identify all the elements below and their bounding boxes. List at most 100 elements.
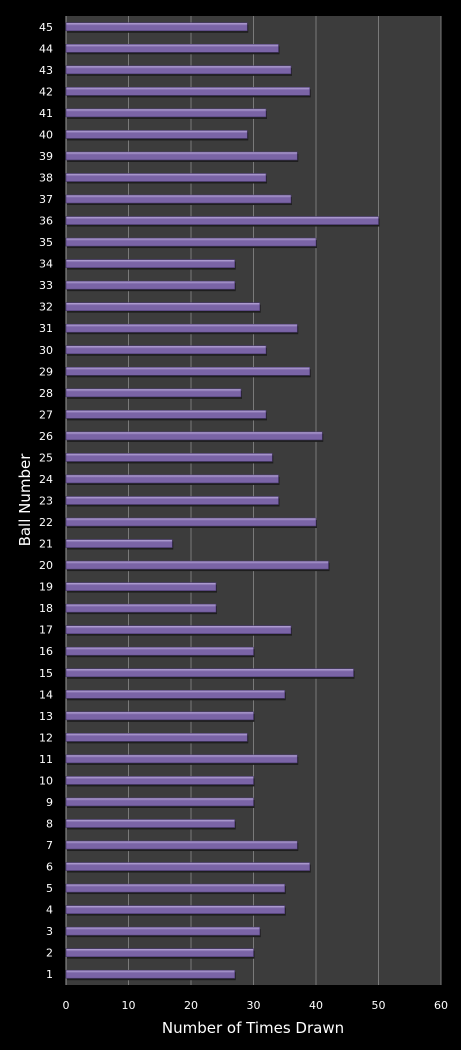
bar-25 xyxy=(65,453,273,462)
y-tick-label: 7 xyxy=(46,839,53,852)
bar-13 xyxy=(65,711,254,721)
bar-24 xyxy=(65,474,279,484)
bar-12 xyxy=(65,733,248,742)
bar-27 xyxy=(65,410,267,419)
y-tick-label: 6 xyxy=(46,861,53,874)
y-tick-label: 45 xyxy=(39,21,53,34)
y-tick-label: 24 xyxy=(39,473,53,486)
y-tick-label: 28 xyxy=(39,387,53,400)
bar-18 xyxy=(65,603,217,613)
y-tick-label: 25 xyxy=(39,451,53,464)
bar-1 xyxy=(65,969,236,979)
bar-38 xyxy=(65,173,267,182)
y-tick-label: 33 xyxy=(39,279,53,292)
y-tick-label: 31 xyxy=(39,322,53,335)
bar-11 xyxy=(65,754,298,764)
bar-5 xyxy=(65,883,286,893)
y-tick-label: 13 xyxy=(39,710,53,723)
x-tick-label: 60 xyxy=(434,999,448,1012)
y-tick-label: 23 xyxy=(39,495,53,508)
bar-17 xyxy=(65,625,292,635)
bar-33 xyxy=(65,280,236,290)
y-tick-label: 16 xyxy=(39,645,53,658)
bar-37 xyxy=(65,194,292,204)
bar-22 xyxy=(65,517,317,527)
bar-19 xyxy=(65,582,217,591)
y-tick-label: 38 xyxy=(39,172,53,185)
bar-43 xyxy=(65,65,292,75)
bar-26 xyxy=(65,431,323,441)
y-tick-label: 18 xyxy=(39,602,53,615)
y-tick-label: 19 xyxy=(39,581,53,594)
bar-20 xyxy=(65,560,329,570)
x-tick-label: 10 xyxy=(122,999,136,1012)
bar-31 xyxy=(65,323,298,333)
y-tick-label: 8 xyxy=(46,818,53,831)
y-axis-title: Ball Number xyxy=(16,453,34,547)
y-tick-label: 14 xyxy=(39,688,53,701)
y-tick-label: 12 xyxy=(39,731,53,744)
bar-8 xyxy=(65,819,236,828)
y-tick-label: 17 xyxy=(39,624,53,637)
bar-15 xyxy=(65,668,354,678)
x-tick-label: 20 xyxy=(184,999,198,1012)
bar-39 xyxy=(65,151,298,161)
y-tick-label: 44 xyxy=(39,42,53,55)
bar-21 xyxy=(65,539,173,548)
bar-36 xyxy=(65,216,379,225)
y-tick-label: 21 xyxy=(39,538,53,551)
y-tick-label: 11 xyxy=(39,753,53,766)
x-axis-title: Number of Times Drawn xyxy=(162,1019,344,1037)
x-tick-label: 0 xyxy=(63,999,70,1012)
bar-40 xyxy=(65,130,248,139)
y-tick-label: 41 xyxy=(39,107,53,120)
bar-42 xyxy=(65,87,311,96)
bar-45 xyxy=(65,22,248,32)
bar-6 xyxy=(65,862,311,871)
y-tick-label: 4 xyxy=(46,904,53,917)
y-tick-label: 22 xyxy=(39,516,53,529)
y-tick-label: 1 xyxy=(46,968,53,981)
bar-9 xyxy=(65,797,254,807)
bar-44 xyxy=(65,43,279,53)
y-tick-label: 15 xyxy=(39,667,53,680)
y-tick-label: 42 xyxy=(39,85,53,98)
y-tick-label: 43 xyxy=(39,64,53,77)
y-tick-label: 36 xyxy=(39,215,53,228)
y-tick-label: 9 xyxy=(46,796,53,809)
bar-7 xyxy=(65,840,298,850)
x-tick-labels: 0 10 20 30 40 50 60 xyxy=(63,999,449,1012)
y-tick-label: 34 xyxy=(39,258,53,271)
bar-2 xyxy=(65,948,254,958)
bar-28 xyxy=(65,388,242,398)
x-tick-label: 40 xyxy=(309,999,323,1012)
bar-35 xyxy=(65,237,317,247)
bar-34 xyxy=(65,259,236,268)
bar-30 xyxy=(65,345,267,355)
bar-23 xyxy=(65,496,279,505)
bar-32 xyxy=(65,302,261,312)
y-tick-label: 10 xyxy=(39,774,53,787)
y-tick-label: 39 xyxy=(39,150,53,163)
x-tick-label: 30 xyxy=(247,999,261,1012)
y-tick-label: 37 xyxy=(39,193,53,206)
y-tick-label: 20 xyxy=(39,559,53,572)
y-tick-label: 35 xyxy=(39,236,53,249)
bar-4 xyxy=(65,905,286,914)
bar-29 xyxy=(65,366,311,376)
y-tick-labels: 1234567891011121314151617181920212223242… xyxy=(39,21,53,981)
y-tick-label: 5 xyxy=(46,882,53,895)
y-tick-label: 40 xyxy=(39,128,53,141)
y-tick-label: 26 xyxy=(39,430,53,443)
bars xyxy=(65,22,380,981)
y-tick-label: 30 xyxy=(39,344,53,357)
y-tick-label: 29 xyxy=(39,365,53,378)
bar-3 xyxy=(65,926,261,936)
x-tick-label: 50 xyxy=(372,999,386,1012)
y-tick-label: 2 xyxy=(46,947,53,960)
bar-14 xyxy=(65,689,286,699)
y-tick-label: 32 xyxy=(39,301,53,314)
bar-41 xyxy=(65,108,267,118)
bar-10 xyxy=(65,776,254,785)
y-tick-label: 27 xyxy=(39,408,53,421)
